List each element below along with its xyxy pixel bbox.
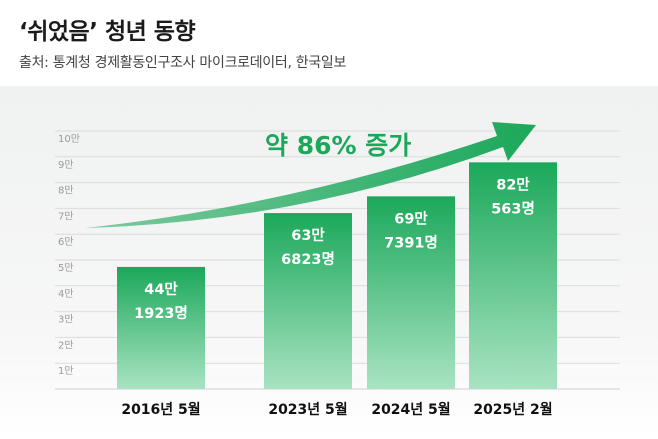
x-category-label: 2025년 2월 [473, 401, 552, 418]
chart-source: 출처: 통계청 경제활동인구조사 마이크로데이터, 한국일보 [19, 55, 347, 71]
y-tick-label: 7만 [58, 210, 74, 222]
y-tick-label: 4만 [58, 288, 74, 300]
y-tick-label: 3만 [58, 314, 74, 326]
bar-value-label: 1923명 [134, 304, 188, 322]
bar-value-label: 82만 [496, 176, 530, 193]
y-tick-label: 8만 [58, 185, 74, 197]
bar-value-label: 7391명 [384, 233, 438, 251]
growth-annotation: 약 86% 증가 [265, 131, 411, 160]
bar-value-label: 69만 [394, 210, 428, 227]
bar [117, 266, 205, 389]
y-tick-label: 5만 [58, 262, 74, 274]
bar-value-label: 6823명 [281, 250, 335, 268]
y-tick-label: 9만 [58, 159, 74, 171]
y-tick-label: 2만 [58, 339, 74, 351]
y-tick-label: 6만 [58, 236, 74, 248]
bar-value-label: 63만 [291, 227, 325, 244]
header: ‘쉬었음’ 청년 동향 출처: 통계청 경제활동인구조사 마이크로데이터, 한국… [0, 0, 658, 86]
y-tick-label: 10만 [58, 133, 80, 145]
x-category-label: 2023년 5월 [268, 401, 347, 418]
x-category-label: 2024년 5월 [371, 401, 450, 418]
bar-value-label: 44만 [144, 281, 178, 298]
bar [469, 162, 557, 389]
bar [367, 196, 455, 389]
y-tick-label: 1만 [58, 365, 74, 377]
x-category-label: 2016년 5월 [121, 401, 200, 418]
bar-value-label: 563명 [491, 199, 535, 217]
chart-title: ‘쉬었음’ 청년 동향 [19, 19, 196, 45]
bar [264, 213, 352, 389]
